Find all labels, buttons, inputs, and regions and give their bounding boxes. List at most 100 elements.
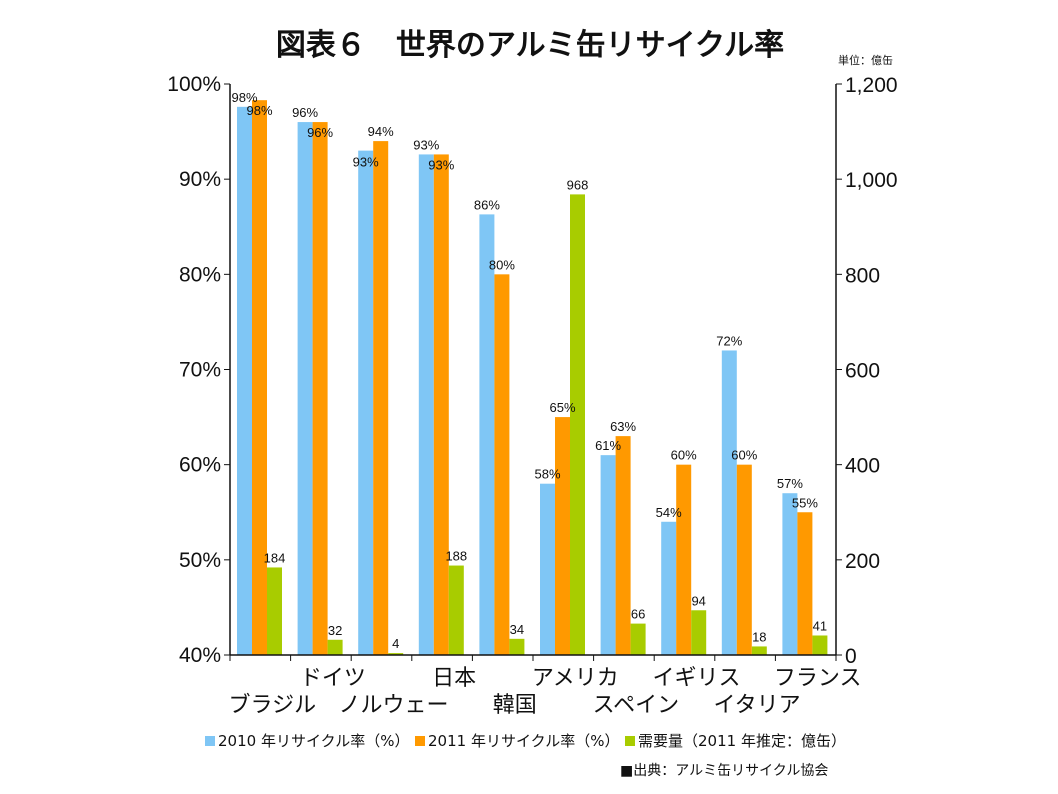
data-label-0-5: 58%	[534, 467, 560, 482]
data-label-0-8: 72%	[716, 333, 742, 348]
chart-title: 図表６ 世界のアルミ缶リサイクル率	[276, 28, 784, 63]
legend-label-1: 2011 年リサイクル率（%）	[428, 732, 619, 750]
right-tick-label-5: 1,000	[845, 169, 898, 192]
bar-2-1	[327, 639, 343, 655]
right-tick-label-0: 0	[845, 645, 857, 668]
bar-1-0	[252, 100, 267, 655]
data-label-2-2: 4	[392, 636, 399, 651]
data-label-2-0: 184	[264, 550, 286, 565]
bar-2-6	[630, 623, 646, 655]
left-tick-label-5: 90%	[179, 168, 221, 191]
category-label-9: フランス	[774, 666, 862, 691]
data-label-1-3: 93%	[428, 157, 454, 172]
legend-label-0: 2010 年リサイクル率（%）	[218, 732, 409, 750]
data-label-1-0: 98%	[246, 103, 272, 118]
left-tick-label-0: 40%	[179, 644, 221, 667]
right-tick-label-1: 200	[845, 550, 880, 573]
source-note: ■出典：アルミ缶リサイクル協会	[620, 763, 828, 779]
bar-0-6	[600, 455, 616, 655]
bar-1-7	[676, 464, 692, 655]
bar-0-4	[479, 214, 495, 655]
data-label-0-1: 96%	[292, 105, 318, 120]
bar-0-0	[237, 106, 252, 656]
data-label-0-4: 86%	[474, 197, 500, 212]
right-tick-label-2: 400	[845, 455, 880, 478]
data-label-2-3: 188	[445, 549, 467, 564]
left-tick-label-1: 50%	[179, 549, 221, 572]
data-label-1-4: 80%	[489, 257, 515, 272]
bar-1-6	[615, 436, 631, 655]
bar-0-9	[782, 493, 798, 655]
bar-1-3	[433, 154, 449, 655]
bar-2-8	[751, 646, 767, 655]
bar-0-7	[661, 521, 677, 655]
right-tick-label-4: 800	[845, 264, 880, 287]
bars	[237, 100, 828, 656]
bar-2-5	[570, 194, 585, 656]
data-label-1-5: 65%	[549, 400, 575, 415]
category-label-5: アメリカ	[532, 666, 619, 691]
right-axis-ticks: 0 200 400 600 800 1,000 1,200	[836, 74, 898, 668]
data-label-1-6: 63%	[610, 419, 636, 434]
right-tick-label-3: 600	[845, 360, 880, 383]
category-label-7: イギリス	[652, 666, 740, 691]
bar-2-4	[509, 638, 525, 655]
bar-0-1	[297, 122, 313, 656]
bar-2-0	[267, 567, 282, 655]
category-label-8: イタリア	[714, 693, 801, 718]
bar-0-5	[540, 483, 555, 655]
data-label-2-1: 32	[328, 623, 342, 638]
category-label-0: ブラジル	[229, 693, 317, 718]
data-label-1-1: 96%	[307, 125, 333, 140]
data-label-1-9: 55%	[792, 495, 818, 510]
left-axis-ticks: 40% 50% 60% 70% 80% 90% 100%	[167, 73, 230, 667]
bar-0-3	[418, 154, 434, 655]
left-tick-label-2: 60%	[179, 454, 221, 477]
data-label-0-6: 61%	[595, 438, 621, 453]
category-label-4: 韓国	[493, 693, 537, 718]
data-label-2-5: 968	[567, 177, 589, 192]
bar-1-5	[555, 417, 570, 655]
legend: 2010 年リサイクル率（%） 2011 年リサイクル率（%） 需要量（2011 年…	[205, 732, 846, 750]
data-label-2-4: 34	[510, 622, 524, 637]
bar-2-3	[448, 565, 464, 655]
data-label-2-6: 66	[631, 607, 645, 622]
data-label-1-8: 60%	[731, 448, 757, 463]
category-label-6: スペイン	[593, 693, 679, 718]
left-tick-label-6: 100%	[167, 73, 221, 96]
data-label-0-3: 93%	[413, 137, 439, 152]
category-label-1: ドイツ	[300, 666, 366, 691]
bar-0-8	[721, 350, 737, 655]
legend-swatch-2	[625, 736, 635, 746]
data-label-2-7: 94	[691, 593, 705, 608]
unit-note: 単位：億缶	[838, 53, 893, 67]
bar-2-2	[388, 653, 404, 655]
bar-1-4	[494, 274, 510, 655]
left-tick-label-3: 70%	[179, 359, 221, 382]
bar-0-2	[358, 150, 374, 655]
data-label-2-9: 41	[813, 618, 827, 633]
data-label-0-9: 57%	[777, 476, 803, 491]
left-tick-label-4: 80%	[179, 263, 221, 286]
bar-1-9	[797, 512, 813, 655]
data-label-1-2: 94%	[368, 124, 394, 139]
category-label-3: 日本	[432, 666, 476, 691]
legend-label-2: 需要量（2011 年推定：億缶）	[638, 732, 846, 750]
legend-swatch-0	[205, 736, 215, 746]
data-label-0-7: 54%	[656, 505, 682, 520]
right-tick-label-6: 1,200	[845, 74, 898, 97]
legend-swatch-1	[415, 736, 425, 746]
data-label-2-8: 18	[752, 629, 766, 644]
data-labels: 98% 96% 93% 93% 86% 58% 61% 54% 72% 57% 98% 96% 94% 9…	[231, 90, 827, 651]
bar-1-1	[312, 122, 328, 656]
bar-2-7	[691, 610, 707, 655]
bar-2-9	[812, 635, 828, 655]
bar-1-8	[736, 464, 752, 655]
data-label-0-0: 98%	[231, 90, 257, 105]
data-label-0-2: 93%	[353, 155, 379, 170]
category-label-2: ノルウェー	[338, 693, 448, 718]
bar-1-2	[373, 141, 389, 656]
data-label-1-7: 60%	[671, 448, 697, 463]
